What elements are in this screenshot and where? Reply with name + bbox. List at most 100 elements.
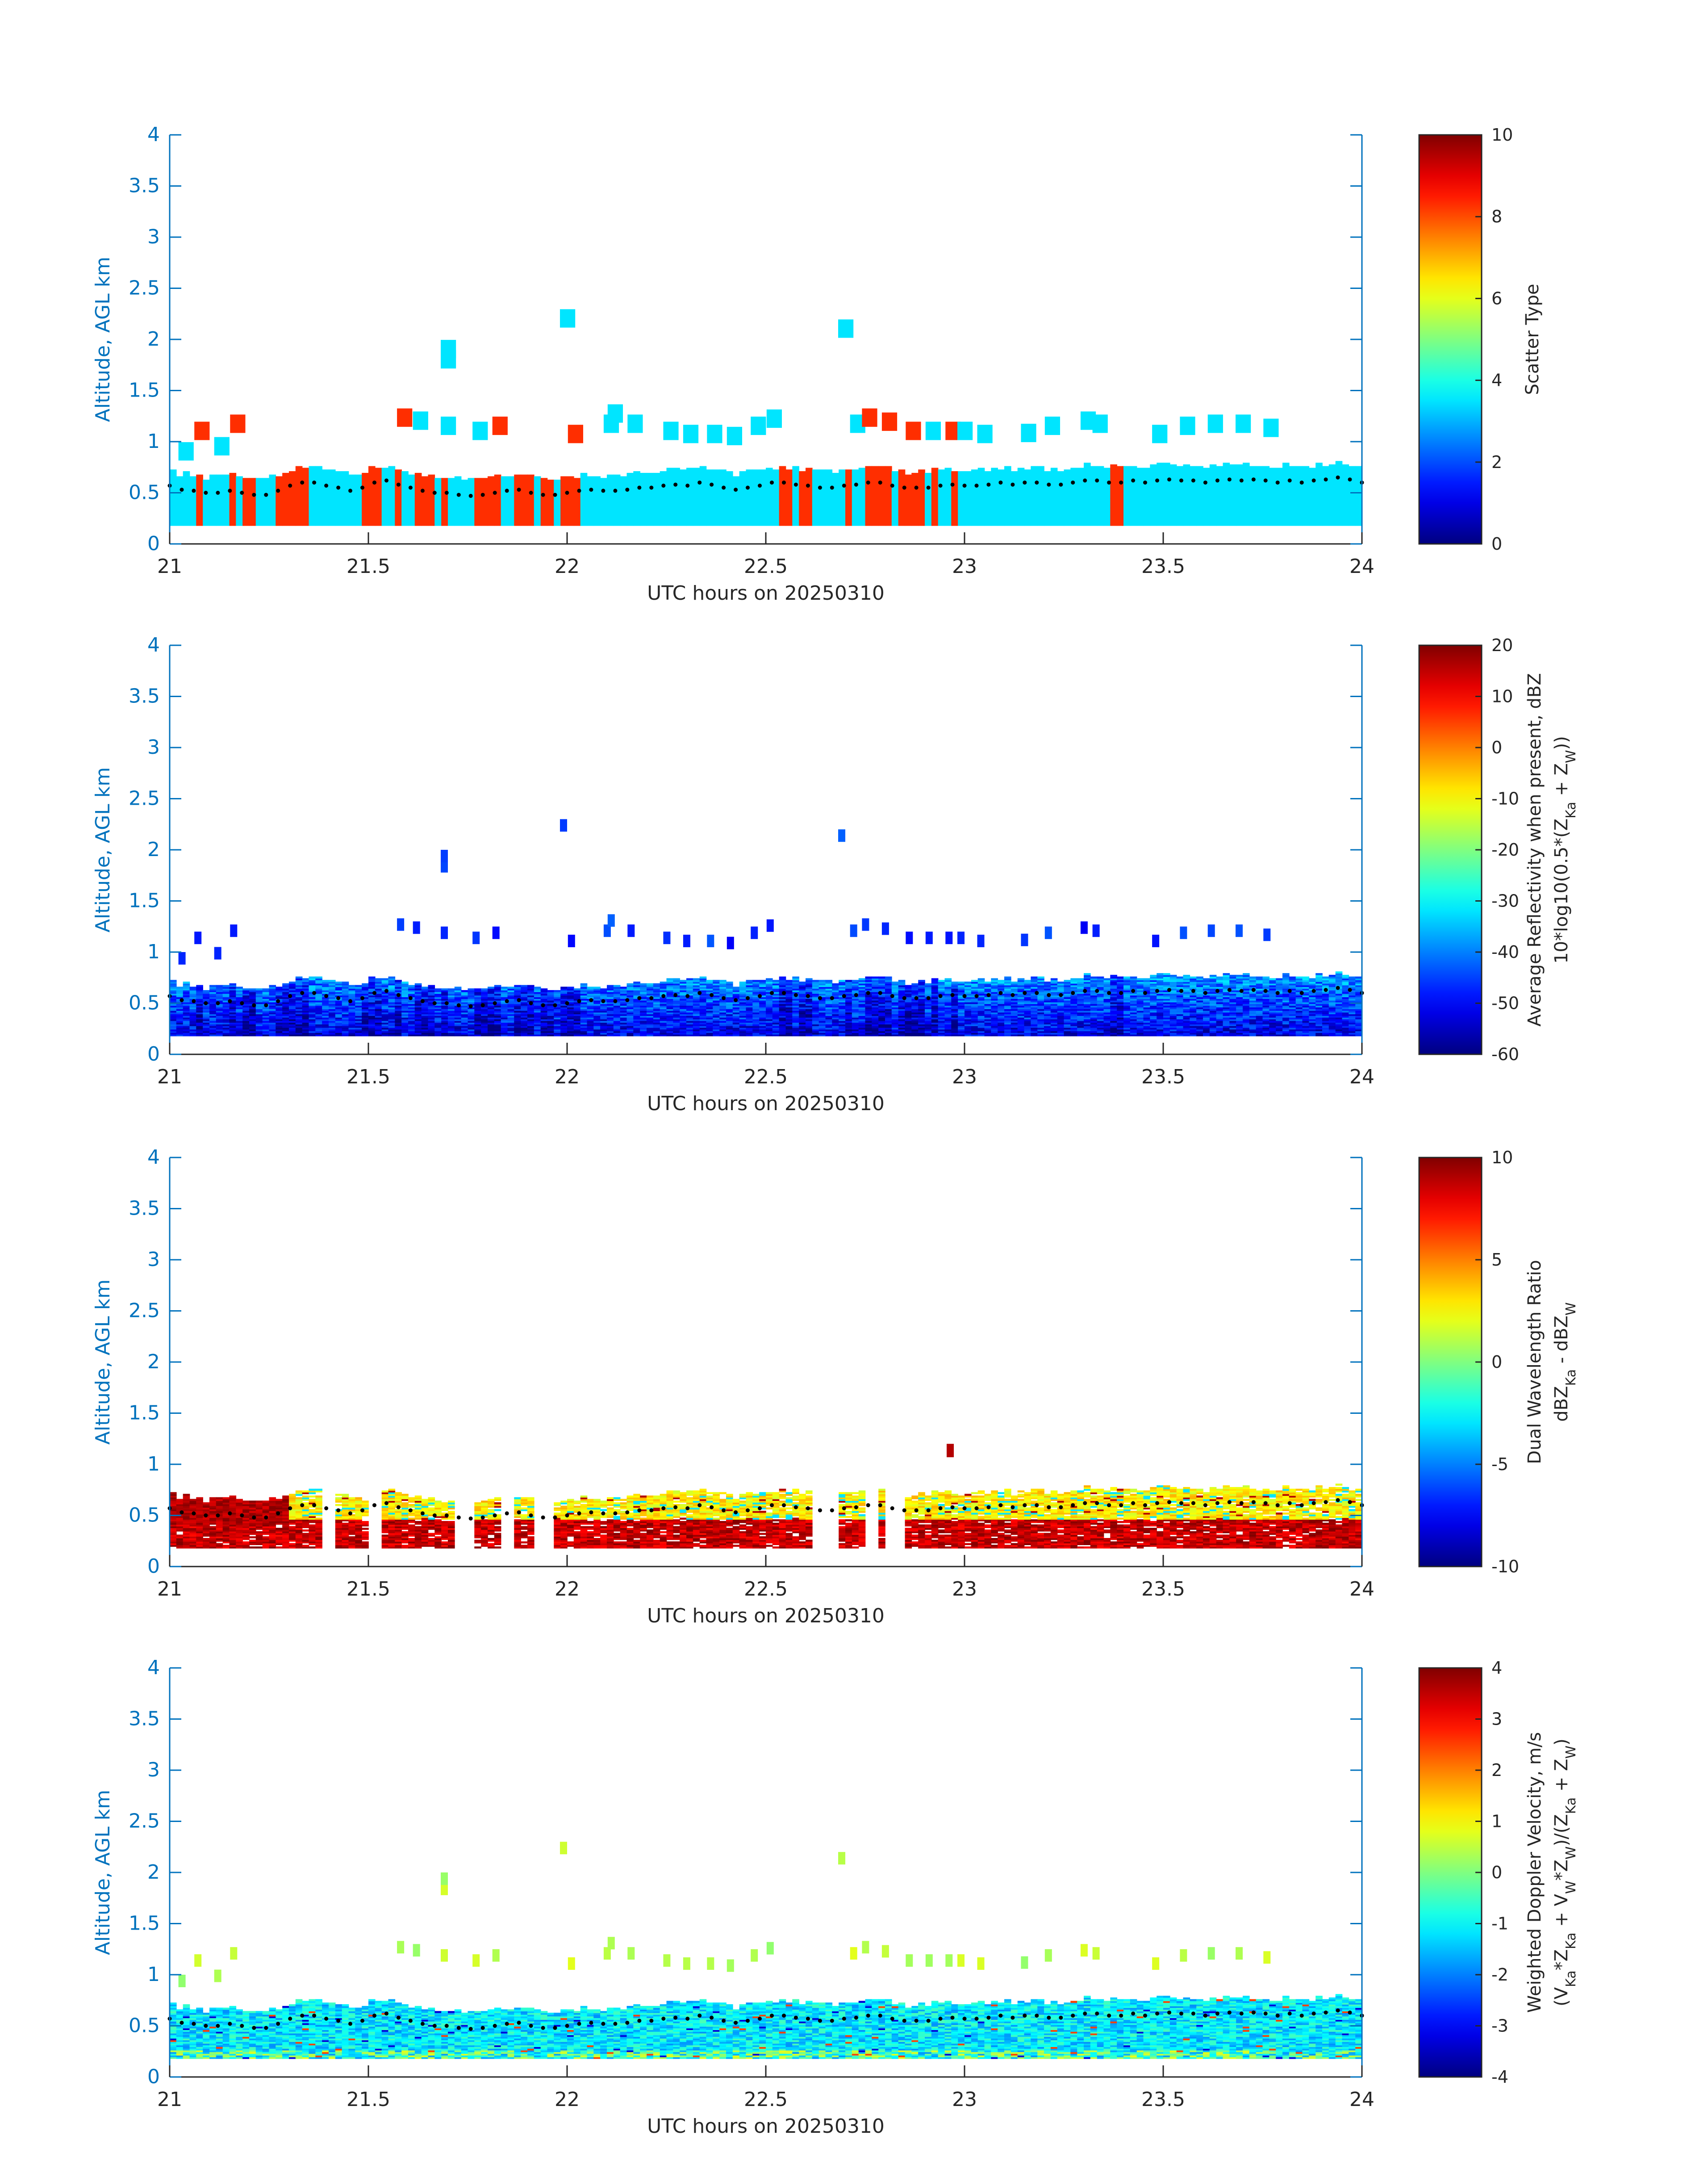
heatmap-cell — [488, 514, 495, 516]
heatmap-cell — [825, 510, 833, 513]
heatmap-cell — [421, 503, 429, 506]
heatmap-cell — [388, 483, 396, 485]
heatmap-cell — [944, 498, 952, 501]
heatmap-cell — [739, 505, 747, 507]
heatmap-cell — [680, 507, 687, 509]
heatmap-cell — [766, 510, 773, 513]
heatmap-cell — [216, 485, 223, 487]
heatmap-cell — [633, 503, 640, 506]
heatmap-cell — [752, 476, 760, 479]
heatmap-cell — [521, 507, 528, 509]
heatmap-cell — [918, 500, 925, 502]
heatmap-cell — [375, 520, 382, 522]
heatmap-cell — [806, 490, 813, 492]
heatmap-cell — [626, 480, 634, 482]
heatmap-cell — [958, 512, 965, 514]
heatmap-cell — [309, 508, 316, 511]
heatmap-cell — [1004, 468, 1011, 470]
heatmap-cell — [494, 503, 501, 506]
heatmap-cell — [1037, 486, 1044, 489]
heatmap-cell — [693, 488, 700, 490]
heatmap-cell — [355, 520, 362, 522]
heatmap-cell — [991, 483, 998, 485]
heatmap-cell — [1011, 505, 1018, 507]
heatmap-cell — [845, 469, 852, 472]
heatmap-cell — [580, 488, 588, 490]
heatmap-cell — [713, 498, 720, 501]
heatmap-cell — [468, 518, 475, 521]
heatmap-cell — [693, 498, 700, 501]
heatmap-cell — [911, 514, 919, 516]
heatmap-cell — [567, 500, 574, 502]
heatmap-cell — [474, 483, 481, 485]
heatmap-cell — [289, 517, 296, 519]
heatmap-cell — [368, 512, 376, 514]
heatmap-cell — [732, 501, 740, 504]
heatmap-cell — [1037, 478, 1044, 480]
heatmap-cell — [759, 481, 766, 484]
heatmap-cell — [170, 498, 177, 501]
heatmap-cell — [216, 517, 223, 519]
heatmap-cell — [977, 485, 985, 487]
heatmap-cell — [965, 514, 972, 516]
heatmap-cell — [1024, 515, 1031, 518]
heatmap-cell — [719, 500, 727, 502]
heatmap-cell — [918, 517, 925, 519]
heatmap-cell — [693, 490, 700, 492]
heatmap-cell — [998, 488, 1005, 490]
heatmap-cell — [825, 486, 833, 489]
heatmap-cell — [534, 522, 541, 524]
heatmap-cell — [454, 512, 462, 514]
heatmap-cell — [1017, 497, 1025, 499]
heatmap-cell — [812, 474, 819, 477]
heatmap-cell — [891, 508, 899, 511]
heatmap-cell — [488, 501, 495, 504]
heatmap-cell — [229, 497, 237, 499]
heatmap-cell — [494, 500, 501, 502]
heatmap-cell — [944, 517, 952, 519]
heatmap-cell — [395, 500, 402, 502]
heatmap-cell — [812, 512, 819, 514]
heatmap-cell — [891, 517, 899, 519]
heatmap-cell — [719, 498, 727, 501]
heatmap-cell — [865, 505, 873, 507]
heatmap-cell — [885, 507, 892, 509]
heatmap-cell — [938, 510, 945, 513]
heatmap-cell — [183, 481, 190, 484]
heatmap-cell — [170, 471, 177, 473]
heatmap-cell — [434, 510, 442, 513]
heatmap-cell — [348, 481, 356, 484]
heatmap-cell — [1011, 515, 1018, 518]
heatmap-cell — [170, 469, 177, 472]
heatmap-cell — [766, 480, 773, 482]
heatmap-cell — [527, 476, 535, 479]
heatmap-cell — [865, 514, 873, 516]
heatmap-cell — [170, 507, 177, 509]
heatmap-cell — [719, 495, 727, 497]
heatmap-cell — [613, 510, 621, 513]
heatmap-cell — [329, 507, 336, 509]
heatmap-cell — [170, 500, 177, 502]
heatmap-cell — [686, 497, 693, 499]
heatmap-cell — [461, 493, 468, 496]
heatmap-cell — [713, 485, 720, 487]
heatmap-cell — [752, 500, 760, 502]
heatmap-cell — [699, 517, 707, 519]
heatmap-cell — [766, 507, 773, 509]
heatmap-cell — [911, 488, 919, 490]
heatmap-cell — [501, 491, 508, 494]
heatmap-cell — [944, 469, 952, 472]
heatmap-cell — [1031, 471, 1038, 473]
heatmap-cell — [507, 501, 515, 504]
heatmap-cell — [242, 500, 250, 502]
heatmap-cell — [514, 503, 521, 506]
heatmap-cell — [772, 514, 780, 516]
heatmap-cell — [381, 515, 389, 518]
heatmap-cell — [461, 524, 468, 526]
heatmap-cell — [706, 488, 714, 490]
heatmap-cell — [375, 512, 382, 514]
heatmap-cell — [878, 518, 885, 521]
heatmap-cell — [269, 518, 276, 521]
heatmap-cell — [547, 522, 555, 524]
heatmap-cell — [938, 517, 945, 519]
